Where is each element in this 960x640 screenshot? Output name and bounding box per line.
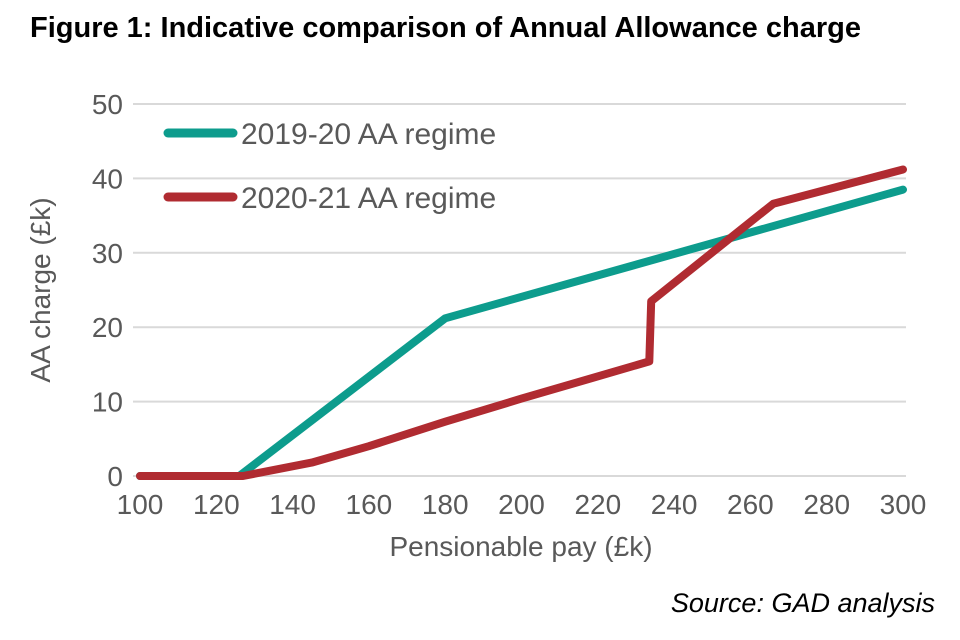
- legend-item-2020-21: 2020-21 AA regime: [163, 182, 496, 215]
- x-tick-label-160: 160: [346, 489, 393, 520]
- y-tick-label-40: 40: [92, 163, 123, 194]
- x-tick-label-120: 120: [193, 489, 240, 520]
- y-axis-title: AA charge (£k): [25, 197, 56, 382]
- x-tick-label-240: 240: [651, 489, 698, 520]
- series-line-2020-21-aa-regime: [136, 165, 907, 480]
- series-lines: [136, 165, 907, 480]
- y-tick-label-30: 30: [92, 238, 123, 269]
- series-line-2019-20-aa-regime: [136, 185, 907, 480]
- x-tick-label-220: 220: [574, 489, 621, 520]
- legend: 2019-20 AA regime 2020-21 AA regime: [163, 118, 496, 215]
- source-note: Source: GAD analysis: [670, 588, 935, 618]
- legend-label-2020-21: 2020-21 AA regime: [241, 182, 496, 215]
- y-axis-tick-labels: 0 10 20 30 40 50: [92, 89, 123, 492]
- y-tick-label-20: 20: [92, 312, 123, 343]
- y-tick-label-0: 0: [107, 461, 123, 492]
- x-tick-label-180: 180: [422, 489, 469, 520]
- x-tick-label-280: 280: [803, 489, 850, 520]
- y-tick-label-50: 50: [92, 89, 123, 120]
- legend-item-2019-20: 2019-20 AA regime: [163, 118, 496, 151]
- y-tick-label-10: 10: [92, 387, 123, 418]
- x-tick-label-100: 100: [117, 489, 164, 520]
- x-tick-label-260: 260: [727, 489, 774, 520]
- legend-label-2019-20: 2019-20 AA regime: [241, 118, 496, 151]
- gridlines: [133, 103, 906, 477]
- figure-title: Figure 1: Indicative comparison of Annua…: [30, 12, 861, 44]
- x-axis-tick-labels: 100 120 140 160 180 200 220 240 260 280 300: [117, 489, 927, 520]
- x-tick-label-200: 200: [498, 489, 545, 520]
- x-tick-label-140: 140: [269, 489, 316, 520]
- x-axis-title: Pensionable pay (£k): [389, 531, 652, 562]
- x-tick-label-300: 300: [880, 489, 927, 520]
